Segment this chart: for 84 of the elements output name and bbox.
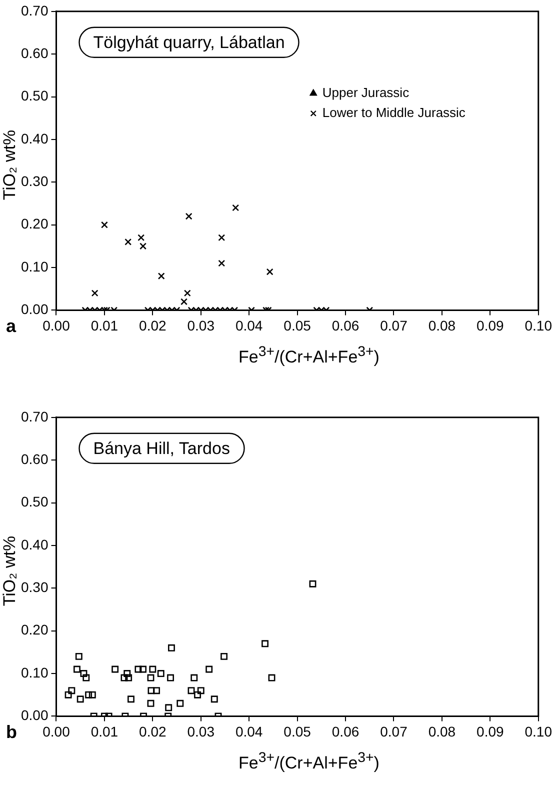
y-tick-label: 0.40 [21, 130, 48, 146]
y-tick-label: 0.50 [21, 494, 48, 510]
y-tick-label: 0.50 [21, 88, 48, 104]
point [168, 644, 175, 652]
y-tick-label: 0.40 [21, 536, 48, 552]
point [147, 700, 154, 707]
y-tick-label: 0.30 [21, 173, 48, 189]
point [220, 652, 228, 660]
point [147, 674, 154, 682]
point [68, 687, 76, 694]
point [309, 580, 316, 588]
y-axis-title: TiO₂ wt% [0, 130, 20, 200]
x-tick-label: 0.01 [90, 317, 118, 334]
point [149, 666, 156, 673]
point [153, 687, 160, 694]
point [74, 666, 80, 673]
point [85, 691, 92, 698]
point [88, 691, 96, 698]
y-tick-label: 0.60 [21, 44, 48, 61]
x-tick-label: 0.04 [235, 723, 263, 740]
point [268, 674, 276, 682]
point [76, 696, 84, 703]
x-tick-label: 0.08 [428, 317, 456, 334]
point [112, 666, 119, 673]
x-axis-title: Fe$^{3+}$/(Cr+Al+Fe$^{3+}$) [238, 344, 380, 368]
point [176, 700, 184, 707]
x-tick-label: 0.06 [332, 317, 360, 334]
x-tick-label: 0.03 [187, 317, 215, 334]
x-tick-label: 0.10 [524, 723, 552, 740]
x-tick-label: 0.06 [332, 723, 360, 740]
x-tick-label: 0.03 [187, 723, 215, 740]
x-tick-label: 0.02 [139, 317, 167, 334]
point [148, 687, 155, 694]
point [75, 652, 82, 660]
point [262, 640, 268, 648]
point [188, 687, 195, 694]
text: Bánya Hill, Tardos [93, 439, 230, 458]
y-tick-label: 0.60 [21, 450, 48, 467]
x-tick-label: 0.00 [42, 723, 70, 740]
x-tick-label: 0.01 [90, 723, 118, 740]
text: b [6, 722, 17, 743]
point [64, 691, 72, 698]
point [165, 704, 172, 712]
y-tick-label: 0.70 [21, 2, 48, 18]
x-tick-label: 0.07 [380, 317, 408, 334]
point [157, 670, 164, 677]
x-tick-label: 0.05 [284, 723, 312, 740]
point [167, 674, 174, 682]
point [197, 687, 204, 694]
x-tick-label: 0.08 [428, 723, 456, 740]
x-tick-label: 0.10 [524, 317, 552, 334]
text: a [6, 316, 16, 337]
point [82, 674, 90, 682]
x-tick-label: 0.04 [235, 317, 263, 334]
point [210, 696, 218, 703]
y-tick-label: 0.20 [21, 216, 48, 232]
x-tick-label: 0.09 [476, 723, 504, 740]
point [125, 674, 132, 682]
y-tick-label: 0.70 [21, 408, 48, 424]
y-axis-title: TiO₂ wt% [0, 536, 20, 606]
y-tick-label: 0.10 [21, 664, 48, 680]
point [194, 691, 201, 698]
point [134, 666, 142, 673]
x-tick-label: 0.09 [476, 317, 504, 334]
point [140, 666, 147, 673]
y-tick-label: 0.00 [21, 707, 48, 724]
text: Tölgyhát quarry, Lábatlan [93, 33, 285, 52]
point [206, 666, 213, 673]
legend-label: Lower to Middle Jurassic [322, 104, 466, 120]
point [128, 696, 134, 703]
point [120, 674, 128, 682]
x-tick-label: 0.05 [284, 317, 312, 334]
y-tick-label: 0.30 [21, 579, 48, 595]
x-tick-label: 0.07 [380, 723, 408, 740]
y-tick-label: 0.10 [21, 258, 48, 274]
point [190, 674, 198, 682]
legend-label: Upper Jurassic [322, 84, 410, 100]
point [80, 670, 88, 677]
point [124, 670, 131, 677]
x-tick-label: 0.02 [139, 723, 167, 740]
x-tick-label: 0.00 [42, 317, 70, 334]
x-axis-title: Fe$^{3+}$/(Cr+Al+Fe$^{3+}$) [238, 750, 380, 774]
y-tick-label: 0.00 [21, 301, 48, 318]
y-tick-label: 0.20 [21, 622, 48, 638]
